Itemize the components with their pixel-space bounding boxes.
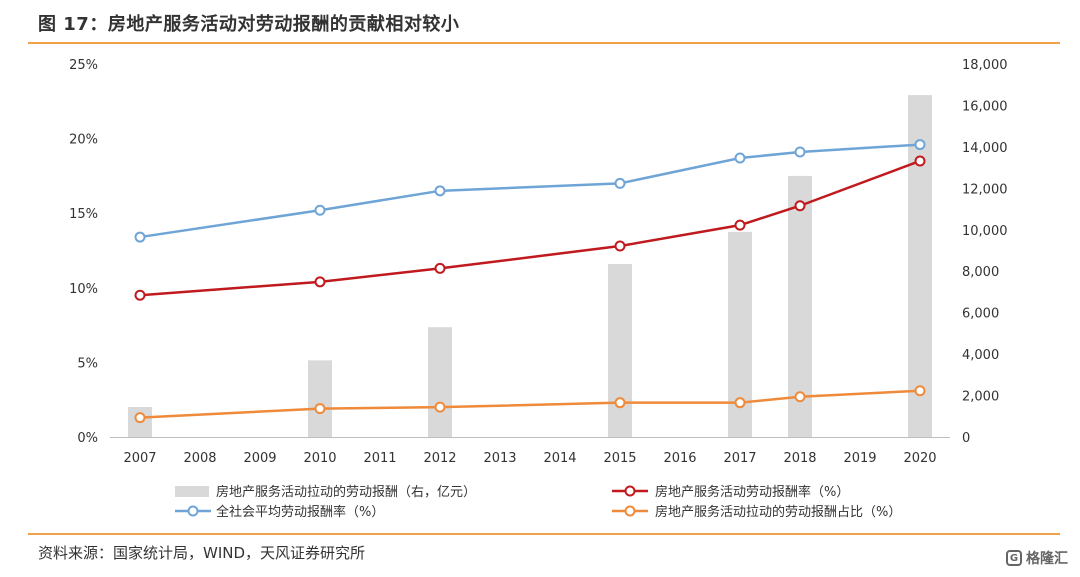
series-point-0 (734, 219, 746, 231)
legend-bar-swatch (175, 486, 209, 497)
legend-label-bar: 房地产服务活动拉动的劳动报酬（右，亿元） (216, 484, 476, 500)
x-tick-label: 2016 (663, 451, 696, 466)
x-tick-label: 2014 (543, 451, 576, 466)
y-right-tick-label: 4,000 (962, 348, 999, 363)
bar-2010 (308, 360, 332, 437)
bar-2020 (908, 95, 932, 437)
x-tick-label: 2009 (243, 451, 276, 466)
series-point-1 (434, 185, 446, 197)
x-tick-label: 2015 (603, 451, 636, 466)
series-point-0 (434, 262, 446, 274)
series-point-0 (914, 155, 926, 167)
y-left-tick-label: 10% (69, 282, 98, 297)
x-tick-label: 2011 (363, 451, 396, 466)
watermark-text: 格隆汇 (1026, 551, 1068, 567)
series-point-2 (794, 391, 806, 403)
series-point-2 (434, 401, 446, 413)
legend-marker-blue (187, 505, 199, 517)
x-tick-label: 2019 (843, 451, 876, 466)
series-point-1 (914, 139, 926, 151)
y-right-tick-label: 12,000 (962, 182, 1008, 197)
y-right-tick-label: 2,000 (962, 390, 999, 405)
x-tick-label: 2020 (903, 451, 936, 466)
y-right-tick-label: 8,000 (962, 265, 999, 280)
legend-label-red: 房地产服务活动劳动报酬率（%） (655, 484, 849, 500)
y-left-tick-label: 5% (77, 356, 98, 371)
x-tick-label: 2017 (723, 451, 756, 466)
y-left-tick-label: 15% (69, 207, 98, 222)
legend-marker-red (624, 485, 636, 497)
y-right-tick-label: 18,000 (962, 58, 1008, 73)
y-left-tick-label: 20% (69, 133, 98, 148)
series-point-1 (134, 231, 146, 243)
bar-2015 (608, 263, 632, 437)
series-point-2 (614, 397, 626, 409)
y-left-tick-label: 0% (77, 431, 98, 446)
legend-marker-orange (624, 505, 636, 517)
y-right-tick-label: 16,000 (962, 99, 1008, 114)
legend-label-blue: 全社会平均劳动报酬率（%） (216, 504, 384, 520)
top-rule (28, 42, 1060, 44)
watermark-logo-icon: G (1006, 550, 1022, 566)
series-point-1 (734, 152, 746, 164)
x-tick-label: 2008 (183, 451, 216, 466)
source-note: 资料来源：国家统计局，WIND，天风证券研究所 (38, 544, 366, 562)
series-point-1 (794, 146, 806, 158)
bar-2012 (428, 327, 452, 437)
series-point-2 (914, 385, 926, 397)
y-right-tick-label: 14,000 (962, 141, 1008, 156)
y-right-tick-label: 0 (962, 431, 970, 446)
series-point-2 (134, 412, 146, 424)
series-point-2 (734, 397, 746, 409)
x-tick-label: 2007 (123, 451, 156, 466)
y-left-tick-label: 25% (69, 58, 98, 73)
figure-title: 图 17：房地产服务活动对劳动报酬的贡献相对较小 (38, 14, 460, 35)
series-point-0 (614, 240, 626, 252)
legend-label-orange: 房地产服务活动拉动的劳动报酬占比（%） (655, 504, 901, 520)
series-point-0 (794, 200, 806, 212)
series-point-1 (614, 177, 626, 189)
series-point-0 (314, 276, 326, 288)
x-tick-label: 2013 (483, 451, 516, 466)
x-tick-label: 2018 (783, 451, 816, 466)
series-point-0 (134, 289, 146, 301)
series-point-2 (314, 403, 326, 415)
bottom-rule (28, 533, 1060, 535)
y-right-tick-label: 10,000 (962, 224, 1008, 239)
series-point-1 (314, 204, 326, 216)
x-tick-label: 2010 (303, 451, 336, 466)
y-right-tick-label: 6,000 (962, 307, 999, 322)
watermark: G 格隆汇 (1006, 548, 1068, 568)
x-tick-label: 2012 (423, 451, 456, 466)
